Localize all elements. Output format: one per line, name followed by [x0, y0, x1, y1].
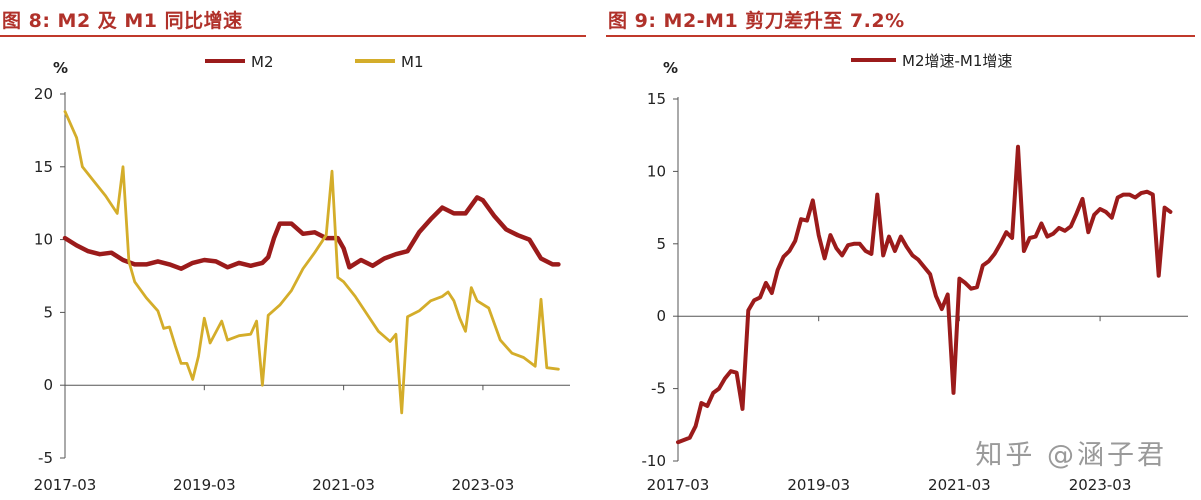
y-tick-label: -5 [38, 449, 53, 467]
x-tick-label: 2021-03 [312, 476, 375, 494]
y-tick-label: 5 [656, 235, 666, 253]
y-tick-label: 10 [34, 231, 53, 249]
series-line-M1 [63, 110, 560, 415]
x-tick-label: 2021-03 [928, 476, 991, 494]
legend-label: M2增速-M1增速 [902, 52, 1012, 70]
legend-label: M2 [251, 53, 274, 71]
spread-line-chart: -10 -5 0 5 10 15 2017-03 2019-03 2021-03 2023-03%… [642, 52, 1188, 494]
x-tick-label: 2023-03 [1069, 476, 1132, 494]
legend-label: M1 [401, 53, 424, 71]
x-tick-label: 2019-03 [787, 476, 850, 494]
m2-m1-line-chart: -5 0 5 10 15 20 2017-03 2019-03 2021-03 2023-03% M… [34, 53, 570, 494]
y-tick-label: 0 [656, 307, 666, 325]
y-tick-label: 5 [43, 303, 53, 321]
x-tick-label: 2017-03 [647, 476, 710, 494]
y-tick-label: -5 [651, 380, 666, 398]
y-tick-label: 15 [647, 90, 666, 108]
chart-panel-m2-m1: 图 8: M2 及 M1 同比增速 -5 0 5 10 15 20 2017-03 2019-… [0, 0, 592, 500]
chart-panel-spread: 图 9: M2-M1 剪刀差升至 7.2% -10 -5 0 5 10 15 2017-03… [606, 0, 1201, 500]
chart-title: 图 9: M2-M1 剪刀差升至 7.2% [608, 10, 905, 32]
watermark-text: 知乎 @涵子君 [975, 440, 1167, 471]
y-tick-label: 10 [647, 162, 666, 180]
title-divider [0, 35, 586, 37]
y-tick-label: 15 [34, 158, 53, 176]
series-line-M2增速-M1增速 [676, 144, 1173, 445]
y-axis-unit: % [53, 59, 68, 77]
chart-title: 图 8: M2 及 M1 同比增速 [2, 10, 243, 32]
y-tick-label: -10 [642, 452, 667, 470]
x-tick-label: 2019-03 [173, 476, 236, 494]
title-divider [606, 35, 1195, 37]
x-tick-label: 2017-03 [34, 476, 97, 494]
y-tick-label: 20 [34, 85, 53, 103]
series-line-M2 [62, 195, 561, 271]
y-axis-unit: % [663, 59, 678, 77]
x-tick-label: 2023-03 [452, 476, 515, 494]
y-tick-label: 0 [43, 376, 53, 394]
